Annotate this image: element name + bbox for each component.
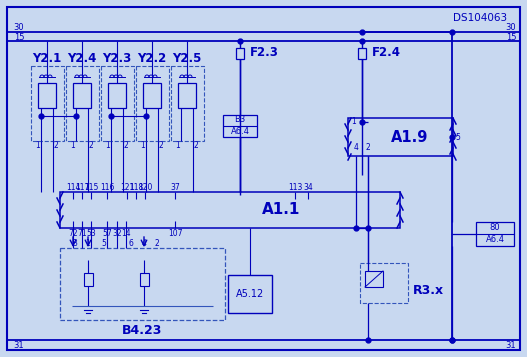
Text: R3.x: R3.x xyxy=(413,285,444,297)
Text: 71: 71 xyxy=(77,228,87,237)
Text: Y2.3: Y2.3 xyxy=(102,51,132,65)
Text: 1: 1 xyxy=(175,141,180,151)
Text: 2: 2 xyxy=(366,144,370,152)
Text: 80: 80 xyxy=(490,223,500,232)
Text: Y2.4: Y2.4 xyxy=(67,51,96,65)
Text: 15: 15 xyxy=(506,32,516,41)
Text: 3: 3 xyxy=(73,238,77,247)
Text: 37: 37 xyxy=(170,182,180,191)
Text: 32: 32 xyxy=(112,228,122,237)
Text: 1: 1 xyxy=(105,141,110,151)
Text: A1.9: A1.9 xyxy=(392,130,428,145)
Text: 4: 4 xyxy=(354,144,358,152)
Text: Y2.1: Y2.1 xyxy=(32,51,62,65)
Text: A6.4: A6.4 xyxy=(485,235,504,243)
Text: 2: 2 xyxy=(124,141,129,151)
Text: 117: 117 xyxy=(75,182,89,191)
Text: 2: 2 xyxy=(154,238,159,247)
Text: Y2.2: Y2.2 xyxy=(138,51,167,65)
Text: 1: 1 xyxy=(352,117,356,126)
Text: 15: 15 xyxy=(14,32,24,41)
Text: 1: 1 xyxy=(85,238,90,247)
Text: 114: 114 xyxy=(66,182,80,191)
Text: Y2.5: Y2.5 xyxy=(172,51,202,65)
Text: 31: 31 xyxy=(14,341,24,350)
Text: 5: 5 xyxy=(102,238,106,247)
Text: A5.12: A5.12 xyxy=(236,289,264,299)
Text: 2: 2 xyxy=(159,141,163,151)
Text: 113: 113 xyxy=(288,182,302,191)
Text: 115: 115 xyxy=(84,182,98,191)
Text: 2: 2 xyxy=(54,141,58,151)
Text: F2.3: F2.3 xyxy=(250,46,279,60)
Text: 116: 116 xyxy=(100,182,114,191)
Text: 72: 72 xyxy=(68,228,78,237)
Text: 118: 118 xyxy=(129,182,143,191)
Text: 5: 5 xyxy=(455,134,460,142)
Text: 2: 2 xyxy=(89,141,93,151)
Text: 1: 1 xyxy=(36,141,41,151)
Text: 30: 30 xyxy=(506,24,516,32)
Text: 30: 30 xyxy=(14,24,24,32)
Text: A6.4: A6.4 xyxy=(230,126,249,136)
Text: B3: B3 xyxy=(235,116,246,125)
Text: 121: 121 xyxy=(120,182,134,191)
Text: B4.23: B4.23 xyxy=(122,323,162,337)
Text: 1: 1 xyxy=(141,141,145,151)
Text: 14: 14 xyxy=(121,228,131,237)
Text: 57: 57 xyxy=(102,228,112,237)
Text: DS104063: DS104063 xyxy=(453,13,507,23)
Text: 2: 2 xyxy=(193,141,198,151)
Text: 4: 4 xyxy=(142,238,147,247)
Text: 107: 107 xyxy=(168,228,182,237)
Text: 34: 34 xyxy=(303,182,313,191)
Text: F2.4: F2.4 xyxy=(372,46,401,60)
Text: 6: 6 xyxy=(129,238,133,247)
Text: 120: 120 xyxy=(138,182,152,191)
Text: 53: 53 xyxy=(86,228,96,237)
Text: 1: 1 xyxy=(71,141,75,151)
Text: A1.1: A1.1 xyxy=(262,202,300,217)
Text: 31: 31 xyxy=(506,341,516,350)
